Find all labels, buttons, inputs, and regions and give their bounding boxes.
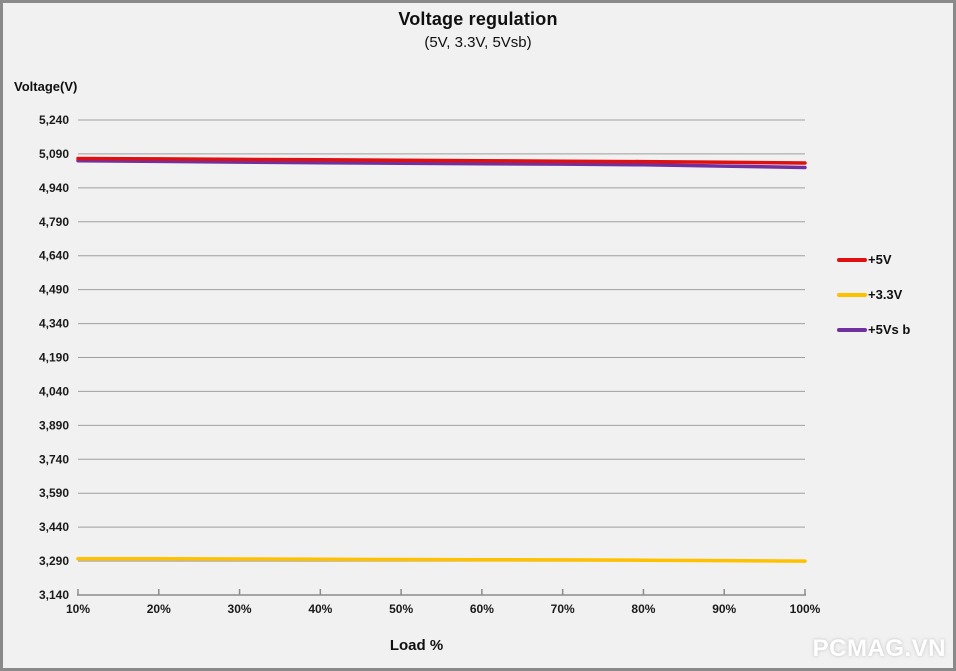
legend-item: +3.3V xyxy=(837,277,910,312)
y-tick-label: 3,440 xyxy=(39,520,69,534)
y-tick-label: 4,940 xyxy=(39,181,69,195)
series-line-+5V xyxy=(76,156,807,165)
legend-label: +5V xyxy=(868,252,892,267)
chart-title: Voltage regulation xyxy=(398,9,558,29)
y-tick-label: 4,490 xyxy=(39,283,69,297)
x-tick-label: 90% xyxy=(712,602,736,616)
x-tick-label: 40% xyxy=(308,602,332,616)
y-tick-label: 3,890 xyxy=(39,418,69,432)
y-tick-label: 4,190 xyxy=(39,351,69,365)
y-tick-label: 5,240 xyxy=(39,113,69,127)
legend-swatch xyxy=(837,327,867,332)
x-tick-label: 50% xyxy=(389,602,413,616)
legend-swatch xyxy=(837,257,867,262)
legend: +5V +3.3V +5Vs b xyxy=(837,242,910,347)
x-tick-label: 10% xyxy=(66,602,90,616)
x-axis-title: Load % xyxy=(389,637,444,654)
x-tick-label: 80% xyxy=(631,602,655,616)
y-tick-label: 4,340 xyxy=(39,317,69,331)
legend-label: +5Vs b xyxy=(868,322,911,337)
y-tick-label: 3,740 xyxy=(39,452,69,466)
y-tick-label: 3,140 xyxy=(39,588,69,602)
watermark: PCMAG.VN xyxy=(812,635,946,662)
legend-item: +5Vs b xyxy=(837,312,910,347)
y-tick-label: 4,790 xyxy=(39,215,69,229)
x-tick-label: 60% xyxy=(470,602,494,616)
y-axis-title: Voltage(V) xyxy=(14,79,78,94)
legend-item: +5V xyxy=(837,242,910,277)
x-tick-label: 100% xyxy=(790,602,821,616)
legend-swatch xyxy=(837,292,867,297)
chart-subtitle: (5V, 3.3V, 5Vsb) xyxy=(424,34,532,51)
y-tick-label: 3,290 xyxy=(39,554,69,568)
legend-label: +3.3V xyxy=(868,287,903,302)
series-line-+3.3V xyxy=(76,557,807,563)
y-tick-label: 5,090 xyxy=(39,147,69,161)
title-block: Voltage regulation (5V, 3.3V, 5Vsb) xyxy=(0,9,956,51)
y-tick-label: 4,040 xyxy=(39,384,69,398)
y-tick-label: 4,640 xyxy=(39,249,69,263)
x-tick-label: 20% xyxy=(147,602,171,616)
series-line-+5Vsb xyxy=(76,158,807,170)
x-tick-label: 30% xyxy=(228,602,252,616)
x-tick-label: 70% xyxy=(551,602,575,616)
y-tick-label: 3,590 xyxy=(39,486,69,500)
